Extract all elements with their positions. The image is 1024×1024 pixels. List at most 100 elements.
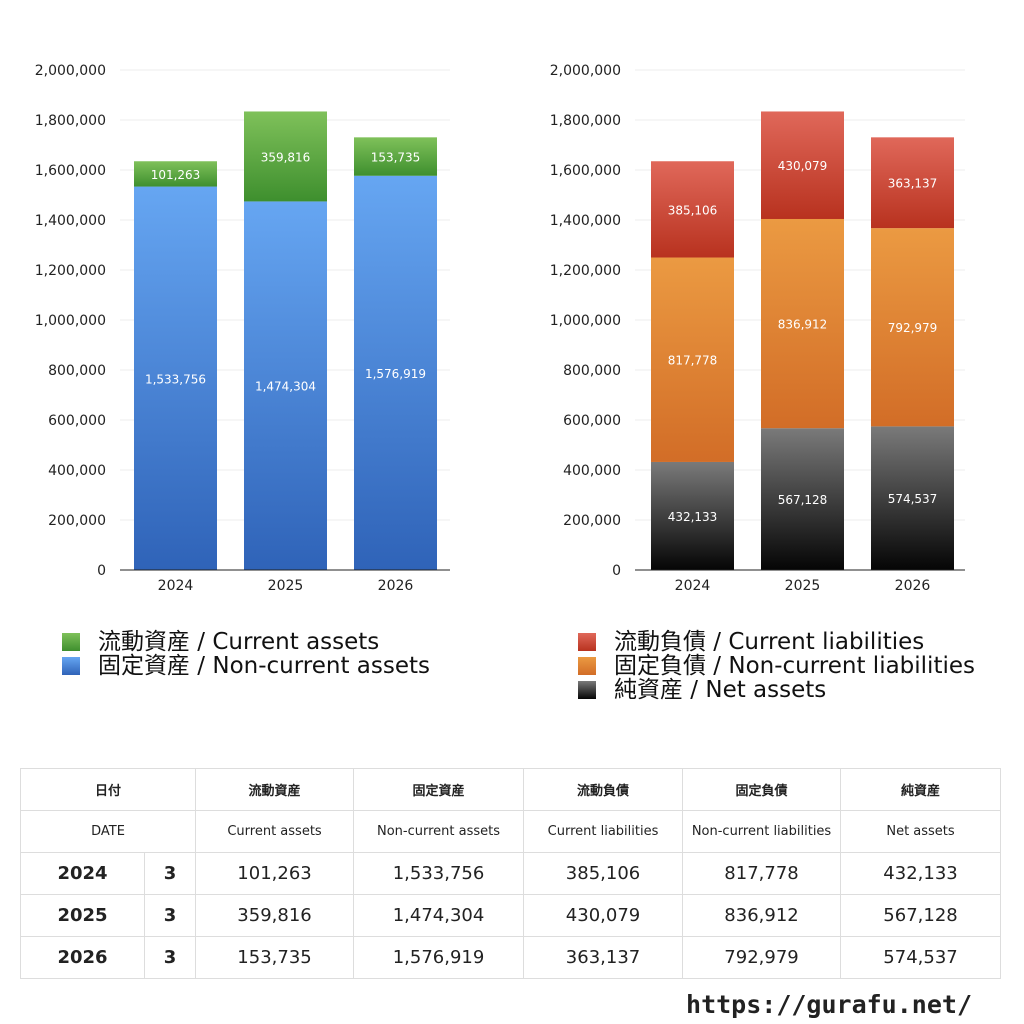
y-tick-label: 400,000 (48, 463, 106, 479)
legend-label: 固定資産 / Non-current assets (98, 653, 431, 679)
data-label: 153,735 (371, 151, 421, 165)
bar-segment (354, 137, 437, 176)
x-tick-label: 2025 (785, 578, 821, 594)
y-tick-label: 200,000 (48, 513, 106, 529)
cell-current-liabilities: 363,137 (523, 936, 684, 979)
data-label: 363,137 (888, 177, 938, 191)
header-net-assets-jp: 純資産 (840, 768, 1002, 811)
data-label: 359,816 (261, 150, 311, 164)
legend-swatch (62, 633, 80, 651)
legend-swatch (578, 633, 596, 651)
data-label: 817,778 (668, 354, 718, 368)
cell-non-current-liabilities: 817,778 (682, 852, 842, 895)
charts-canvas: 0 200,000 400,000 600,000 800,000 1,000,000 1,… (35, 63, 965, 594)
y-tick-label: 400,000 (563, 463, 621, 479)
y-tick-label: 800,000 (48, 363, 106, 379)
data-label: 385,106 (668, 203, 718, 217)
header-current-liabilities-en: Current liabilities (523, 810, 684, 853)
legend-swatch (578, 657, 596, 675)
legend-swatch (578, 681, 596, 699)
header-net-assets-en: Net assets (840, 810, 1002, 853)
legend-label: 純資産 / Net assets (614, 677, 827, 703)
header-current-assets-en: Current assets (195, 810, 355, 853)
row-month: 3 (143, 936, 197, 979)
header-non-current-assets-en: Non-current assets (353, 810, 525, 853)
table-row: 2025 3 359,816 1,474,304 430,079 836,912… (20, 894, 1002, 937)
y-tick-label: 600,000 (563, 413, 621, 429)
header-non-current-assets-jp: 固定資産 (353, 768, 525, 811)
y-tick-label: 2,000,000 (35, 63, 106, 79)
assets-chart: 0 200,000 400,000 600,000 800,000 1,000,000 1,… (35, 63, 450, 594)
legend-item-current-assets: 流動資産 / Current assets (62, 630, 430, 654)
header-date-jp: 日付 (19, 768, 197, 811)
x-tick-label: 2024 (158, 578, 194, 594)
data-table: 日付 流動資産 固定資産 流動負債 固定負債 純資産 DATE Current … (19, 768, 1002, 979)
header-non-current-liabilities-en: Non-current liabilities (682, 810, 842, 853)
header-current-liabilities-jp: 流動負債 (523, 768, 684, 811)
bar-segment (354, 175, 437, 570)
data-label: 1,576,919 (365, 367, 426, 381)
table-header-en: DATE Current assets Non-current assets C… (19, 810, 1002, 853)
data-label: 430,079 (778, 159, 828, 173)
cell-non-current-assets: 1,533,756 (353, 852, 525, 895)
y-tick-label: 1,000,000 (550, 313, 621, 329)
bar-segment (871, 137, 954, 229)
row-month: 3 (143, 852, 197, 895)
legend-item-non-current-assets: 固定資産 / Non-current assets (62, 654, 430, 678)
cell-current-liabilities: 430,079 (523, 894, 684, 937)
legend-label: 固定負債 / Non-current liabilities (614, 653, 975, 679)
cell-non-current-liabilities: 836,912 (682, 894, 842, 937)
cell-non-current-liabilities: 792,979 (682, 936, 842, 979)
cell-non-current-assets: 1,474,304 (353, 894, 525, 937)
bar-segment (761, 428, 844, 570)
data-label: 1,533,756 (145, 372, 206, 386)
cell-current-assets: 359,816 (195, 894, 355, 937)
table-header-jp: 日付 流動資産 固定資産 流動負債 固定負債 純資産 (19, 768, 1002, 811)
liabilities-legend: 流動負債 / Current liabilities 固定負債 / Non-cu… (578, 630, 975, 702)
bar-segment (651, 257, 734, 462)
data-label: 432,133 (668, 510, 718, 524)
cell-net-assets: 567,128 (840, 894, 1002, 937)
y-tick-label: 0 (97, 563, 106, 579)
cell-current-liabilities: 385,106 (523, 852, 684, 895)
row-year: 2025 (20, 894, 145, 937)
x-tick-label: 2025 (268, 578, 304, 594)
data-label: 836,912 (778, 318, 828, 332)
y-tick-label: 1,200,000 (550, 263, 621, 279)
data-label: 1,474,304 (255, 380, 316, 394)
assets-legend: 流動資産 / Current assets 固定資産 / Non-current… (62, 630, 430, 678)
legend-item-current-liabilities: 流動負債 / Current liabilities (578, 630, 975, 654)
y-tick-label: 1,400,000 (550, 213, 621, 229)
header-date-en: DATE (19, 810, 197, 853)
legend-item-net-assets: 純資産 / Net assets (578, 678, 975, 702)
bar-segment (134, 161, 217, 187)
bar-segment (761, 111, 844, 219)
footer-url[interactable]: https://gurafu.net/ (686, 990, 972, 1019)
liabilities-chart: 0 200,000 400,000 600,000 800,000 1,000,000 1,… (550, 63, 965, 594)
bar-segment (871, 228, 954, 427)
y-tick-label: 200,000 (563, 513, 621, 529)
table-row: 2024 3 101,263 1,533,756 385,106 817,778… (20, 852, 1002, 895)
legend-item-non-current-liabilities: 固定負債 / Non-current liabilities (578, 654, 975, 678)
cell-net-assets: 574,537 (840, 936, 1002, 979)
data-label: 792,979 (888, 321, 938, 335)
legend-label: 流動負債 / Current liabilities (614, 629, 925, 655)
row-month: 3 (143, 894, 197, 937)
y-tick-label: 0 (612, 563, 621, 579)
legend-label: 流動資産 / Current assets (98, 629, 380, 655)
y-tick-label: 1,400,000 (35, 213, 106, 229)
bar-segment (134, 186, 217, 570)
bar-segment (871, 426, 954, 570)
data-label: 574,537 (888, 492, 938, 506)
table-row: 2026 3 153,735 1,576,919 363,137 792,979… (20, 936, 1002, 979)
cell-net-assets: 432,133 (840, 852, 1002, 895)
y-tick-label: 1,800,000 (550, 113, 621, 129)
data-label: 101,263 (151, 168, 201, 182)
bar-segment (244, 201, 327, 570)
x-tick-label: 2024 (675, 578, 711, 594)
row-year: 2024 (20, 852, 145, 895)
bar-segment (761, 218, 844, 429)
bar-segment (244, 111, 327, 202)
y-tick-label: 1,600,000 (35, 163, 106, 179)
bar-segment (651, 161, 734, 258)
